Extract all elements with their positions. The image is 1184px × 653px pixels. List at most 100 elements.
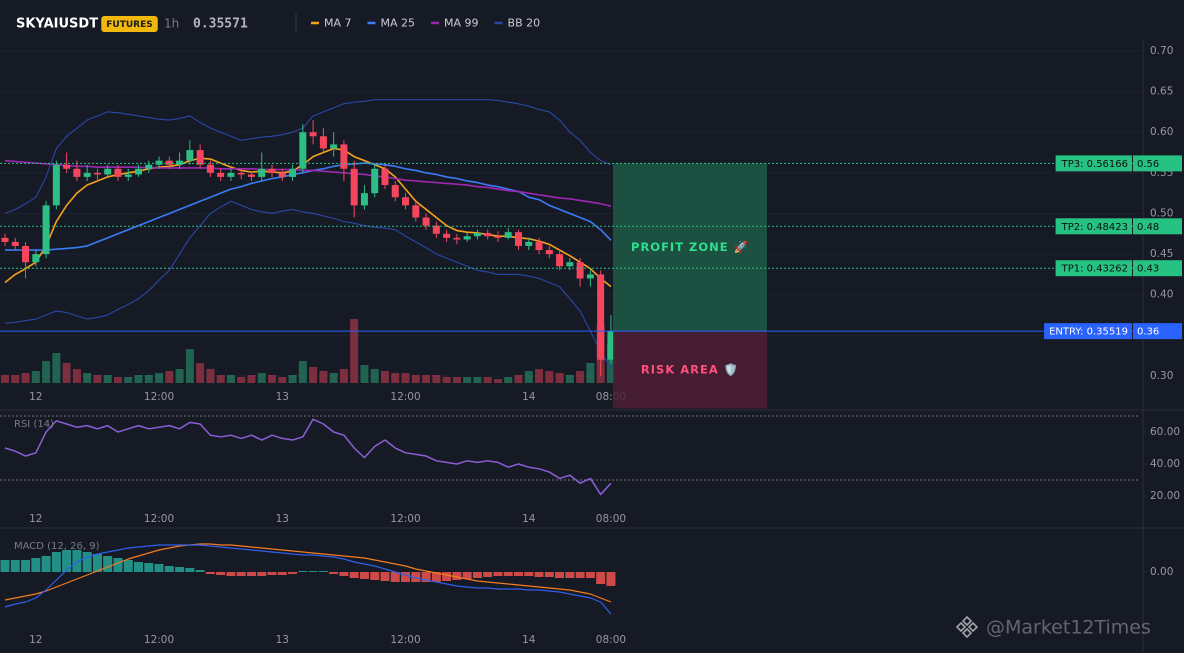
candle-body bbox=[299, 132, 307, 169]
macd-histogram-bar bbox=[524, 572, 534, 576]
candle-body bbox=[22, 245, 30, 263]
level-tag-bg bbox=[1055, 155, 1132, 172]
macd-histogram-bar bbox=[483, 572, 493, 577]
candle-body bbox=[525, 241, 533, 246]
volume-bar bbox=[411, 375, 420, 383]
macd-histogram-bar bbox=[277, 572, 287, 575]
x-tick-label: 13 bbox=[276, 391, 289, 403]
legend-label: MA 99 bbox=[444, 17, 479, 30]
macd-histogram-bar bbox=[462, 572, 472, 579]
candle-body bbox=[206, 164, 214, 173]
legend-label: MA 25 bbox=[381, 17, 416, 30]
candle-body bbox=[453, 237, 461, 240]
volume-bar bbox=[483, 377, 492, 383]
price-tag-bg bbox=[1133, 323, 1182, 340]
candle-body bbox=[135, 168, 143, 175]
candle-body bbox=[463, 236, 471, 240]
volume-bar bbox=[380, 371, 389, 383]
volume-bar bbox=[278, 377, 287, 383]
candle-body bbox=[93, 172, 101, 175]
volume-bar bbox=[21, 373, 30, 383]
volume-bar bbox=[196, 363, 205, 383]
interval: 1h bbox=[164, 17, 179, 31]
volume-bar bbox=[165, 371, 174, 383]
candle-body bbox=[155, 160, 163, 165]
macd-histogram-bar bbox=[154, 564, 164, 572]
macd-histogram-bar bbox=[390, 572, 400, 582]
candle-body bbox=[566, 262, 574, 267]
volume-bar bbox=[103, 375, 112, 383]
candle-body bbox=[258, 168, 266, 177]
y-tick-label: 0.70 bbox=[1150, 45, 1173, 57]
x-tick-label: 12:00 bbox=[144, 634, 174, 646]
candle-body bbox=[63, 164, 71, 169]
macd-histogram-bar bbox=[596, 572, 606, 584]
market-badge: FUTURES bbox=[106, 20, 152, 30]
level-tag-bg bbox=[1055, 218, 1132, 235]
macd-histogram-bar bbox=[308, 571, 318, 572]
macd-histogram-bar bbox=[195, 570, 205, 572]
macd-histogram-bar bbox=[62, 550, 72, 572]
candle-body bbox=[268, 168, 276, 173]
macd-histogram-bar bbox=[503, 572, 513, 576]
macd-histogram-bar bbox=[493, 572, 503, 576]
candle-body bbox=[52, 164, 60, 206]
macd-histogram-bar bbox=[401, 572, 411, 582]
candle-body bbox=[114, 168, 122, 177]
candle-body bbox=[391, 185, 399, 198]
watermark-text: @Market12Times bbox=[986, 617, 1151, 639]
volume-bar bbox=[72, 369, 81, 383]
macd-histogram-bar bbox=[72, 550, 82, 572]
macd-histogram-bar bbox=[41, 556, 51, 572]
volume-bar bbox=[329, 373, 338, 383]
macd-line bbox=[4, 544, 612, 615]
macd-histogram-bar bbox=[370, 572, 380, 580]
y-tick-label: 0.40 bbox=[1150, 289, 1173, 301]
x-tick-label: 14 bbox=[522, 391, 536, 403]
price-tag: 0.56 bbox=[1137, 159, 1159, 170]
legend-label: BB 20 bbox=[508, 17, 541, 30]
volume-bar bbox=[432, 375, 441, 383]
candle-body bbox=[145, 164, 153, 169]
zone-label: PROFIT ZONE 🚀 bbox=[631, 240, 749, 254]
level-tag-bg bbox=[1055, 260, 1132, 277]
volume-bar bbox=[226, 375, 235, 383]
volume-bar bbox=[309, 367, 318, 383]
ma-line bbox=[4, 159, 612, 207]
candle-body bbox=[186, 150, 194, 161]
macd-histogram-bar bbox=[113, 558, 123, 572]
candle-body bbox=[586, 274, 594, 279]
volume-bar bbox=[216, 375, 225, 383]
volume-bar bbox=[124, 377, 133, 383]
macd-histogram-bar bbox=[421, 572, 431, 582]
macd-histogram-bar bbox=[185, 568, 195, 572]
candle-body bbox=[309, 132, 317, 137]
volume-bar bbox=[545, 371, 554, 383]
price-tag-bg bbox=[1133, 260, 1182, 277]
macd-histogram-bar bbox=[606, 572, 616, 586]
volume-bar bbox=[370, 369, 379, 383]
candle-body bbox=[515, 232, 522, 246]
candle-body bbox=[1, 237, 9, 242]
volume-bar bbox=[514, 375, 523, 383]
macd-histogram-bar bbox=[585, 572, 595, 578]
macd-histogram-bar bbox=[555, 572, 565, 578]
x-tick-label: 12 bbox=[29, 634, 42, 646]
candle-body bbox=[535, 241, 543, 251]
volume-bar bbox=[319, 371, 328, 383]
macd-histogram-bar bbox=[92, 554, 102, 572]
candle-body bbox=[73, 168, 81, 177]
candle-body bbox=[11, 241, 19, 246]
volume-bar bbox=[298, 361, 307, 383]
volume-bar bbox=[155, 373, 164, 383]
price-tag: 0.48 bbox=[1137, 222, 1159, 233]
candle-body bbox=[247, 174, 255, 177]
candle-body bbox=[371, 168, 379, 194]
y-tick-label: 0.45 bbox=[1150, 248, 1173, 260]
volume-bar bbox=[247, 375, 256, 383]
y-tick-label: 60.00 bbox=[1150, 426, 1180, 438]
macd-histogram-bar bbox=[339, 572, 349, 576]
candle-body bbox=[124, 174, 132, 177]
symbol: SKYAIUSDT bbox=[16, 17, 98, 32]
candle-body bbox=[104, 168, 112, 175]
